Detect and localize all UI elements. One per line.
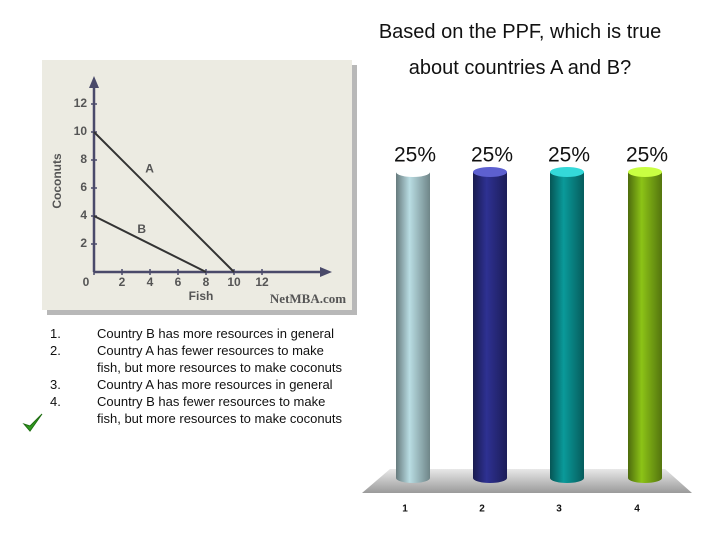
bar-cap — [628, 167, 662, 177]
x-arrow — [320, 267, 332, 277]
option-text: Country B has fewer resources to make fi… — [97, 394, 342, 426]
y-arrow — [89, 76, 99, 88]
option-number: 1. — [50, 326, 61, 341]
ppf-line — [93, 131, 235, 273]
checkmark — [22, 413, 43, 432]
value-label: 25% — [471, 144, 513, 167]
series-label: B — [137, 222, 146, 236]
value-label: 25% — [626, 144, 668, 167]
x-tick-label: 2 — [119, 275, 126, 289]
option-text: Country A has more resources in general — [97, 377, 333, 392]
x-axis-label: Fish — [189, 289, 214, 303]
x-tick-label: 4 — [634, 504, 640, 515]
x-tick-label: 3 — [556, 504, 562, 515]
poll-platform — [362, 469, 692, 493]
x-tick-label: 0 — [83, 275, 90, 289]
bar — [628, 172, 662, 483]
x-tick-label: 12 — [255, 275, 269, 289]
option-number: 3. — [50, 377, 61, 392]
value-label: 25% — [394, 144, 436, 167]
option: 1. Country B has more resources in genera… — [40, 325, 350, 342]
bar-cap — [396, 167, 430, 177]
bar — [550, 172, 584, 483]
option-number: 2. — [50, 343, 61, 358]
y-tick-label: 12 — [74, 96, 88, 110]
y-tick-label: 4 — [80, 208, 87, 222]
x-tick-label: 6 — [175, 275, 182, 289]
bar — [396, 172, 430, 483]
x-tick-label: 10 — [227, 275, 241, 289]
question-title: Based on the PPF, which is true about co… — [378, 21, 662, 79]
option: 2. Country A has fewer resources to make … — [40, 342, 350, 376]
option-number: 4. — [50, 394, 61, 409]
watermark: NetMBA.com — [270, 291, 346, 306]
value-label: 25% — [548, 144, 590, 167]
option-text: Country A has fewer resources to make fi… — [97, 343, 342, 375]
option-list: 1. Country B has more resources in genera… — [40, 325, 350, 427]
y-axis-label: Coconuts — [50, 153, 64, 209]
x-tick-label: 2 — [479, 504, 485, 515]
bar — [473, 172, 507, 483]
bar-cap — [473, 167, 507, 177]
ppf-line — [93, 215, 207, 273]
option: 4. Country B has fewer resources to make … — [40, 393, 350, 427]
option: 3. Country A has more resources in genera… — [40, 376, 350, 393]
x-tick-label: 8 — [203, 275, 210, 289]
x-tick-label: 1 — [402, 504, 408, 515]
x-tick-label: 4 — [147, 275, 154, 289]
y-tick-label: 2 — [80, 236, 87, 250]
y-tick-label: 8 — [80, 152, 87, 166]
bar-cap — [550, 167, 584, 177]
correct-check — [22, 413, 43, 432]
series-label: A — [145, 161, 154, 175]
y-tick-label: 6 — [80, 180, 87, 194]
option-text: Country B has more resources in general — [97, 326, 335, 341]
y-tick-label: 10 — [74, 124, 88, 138]
